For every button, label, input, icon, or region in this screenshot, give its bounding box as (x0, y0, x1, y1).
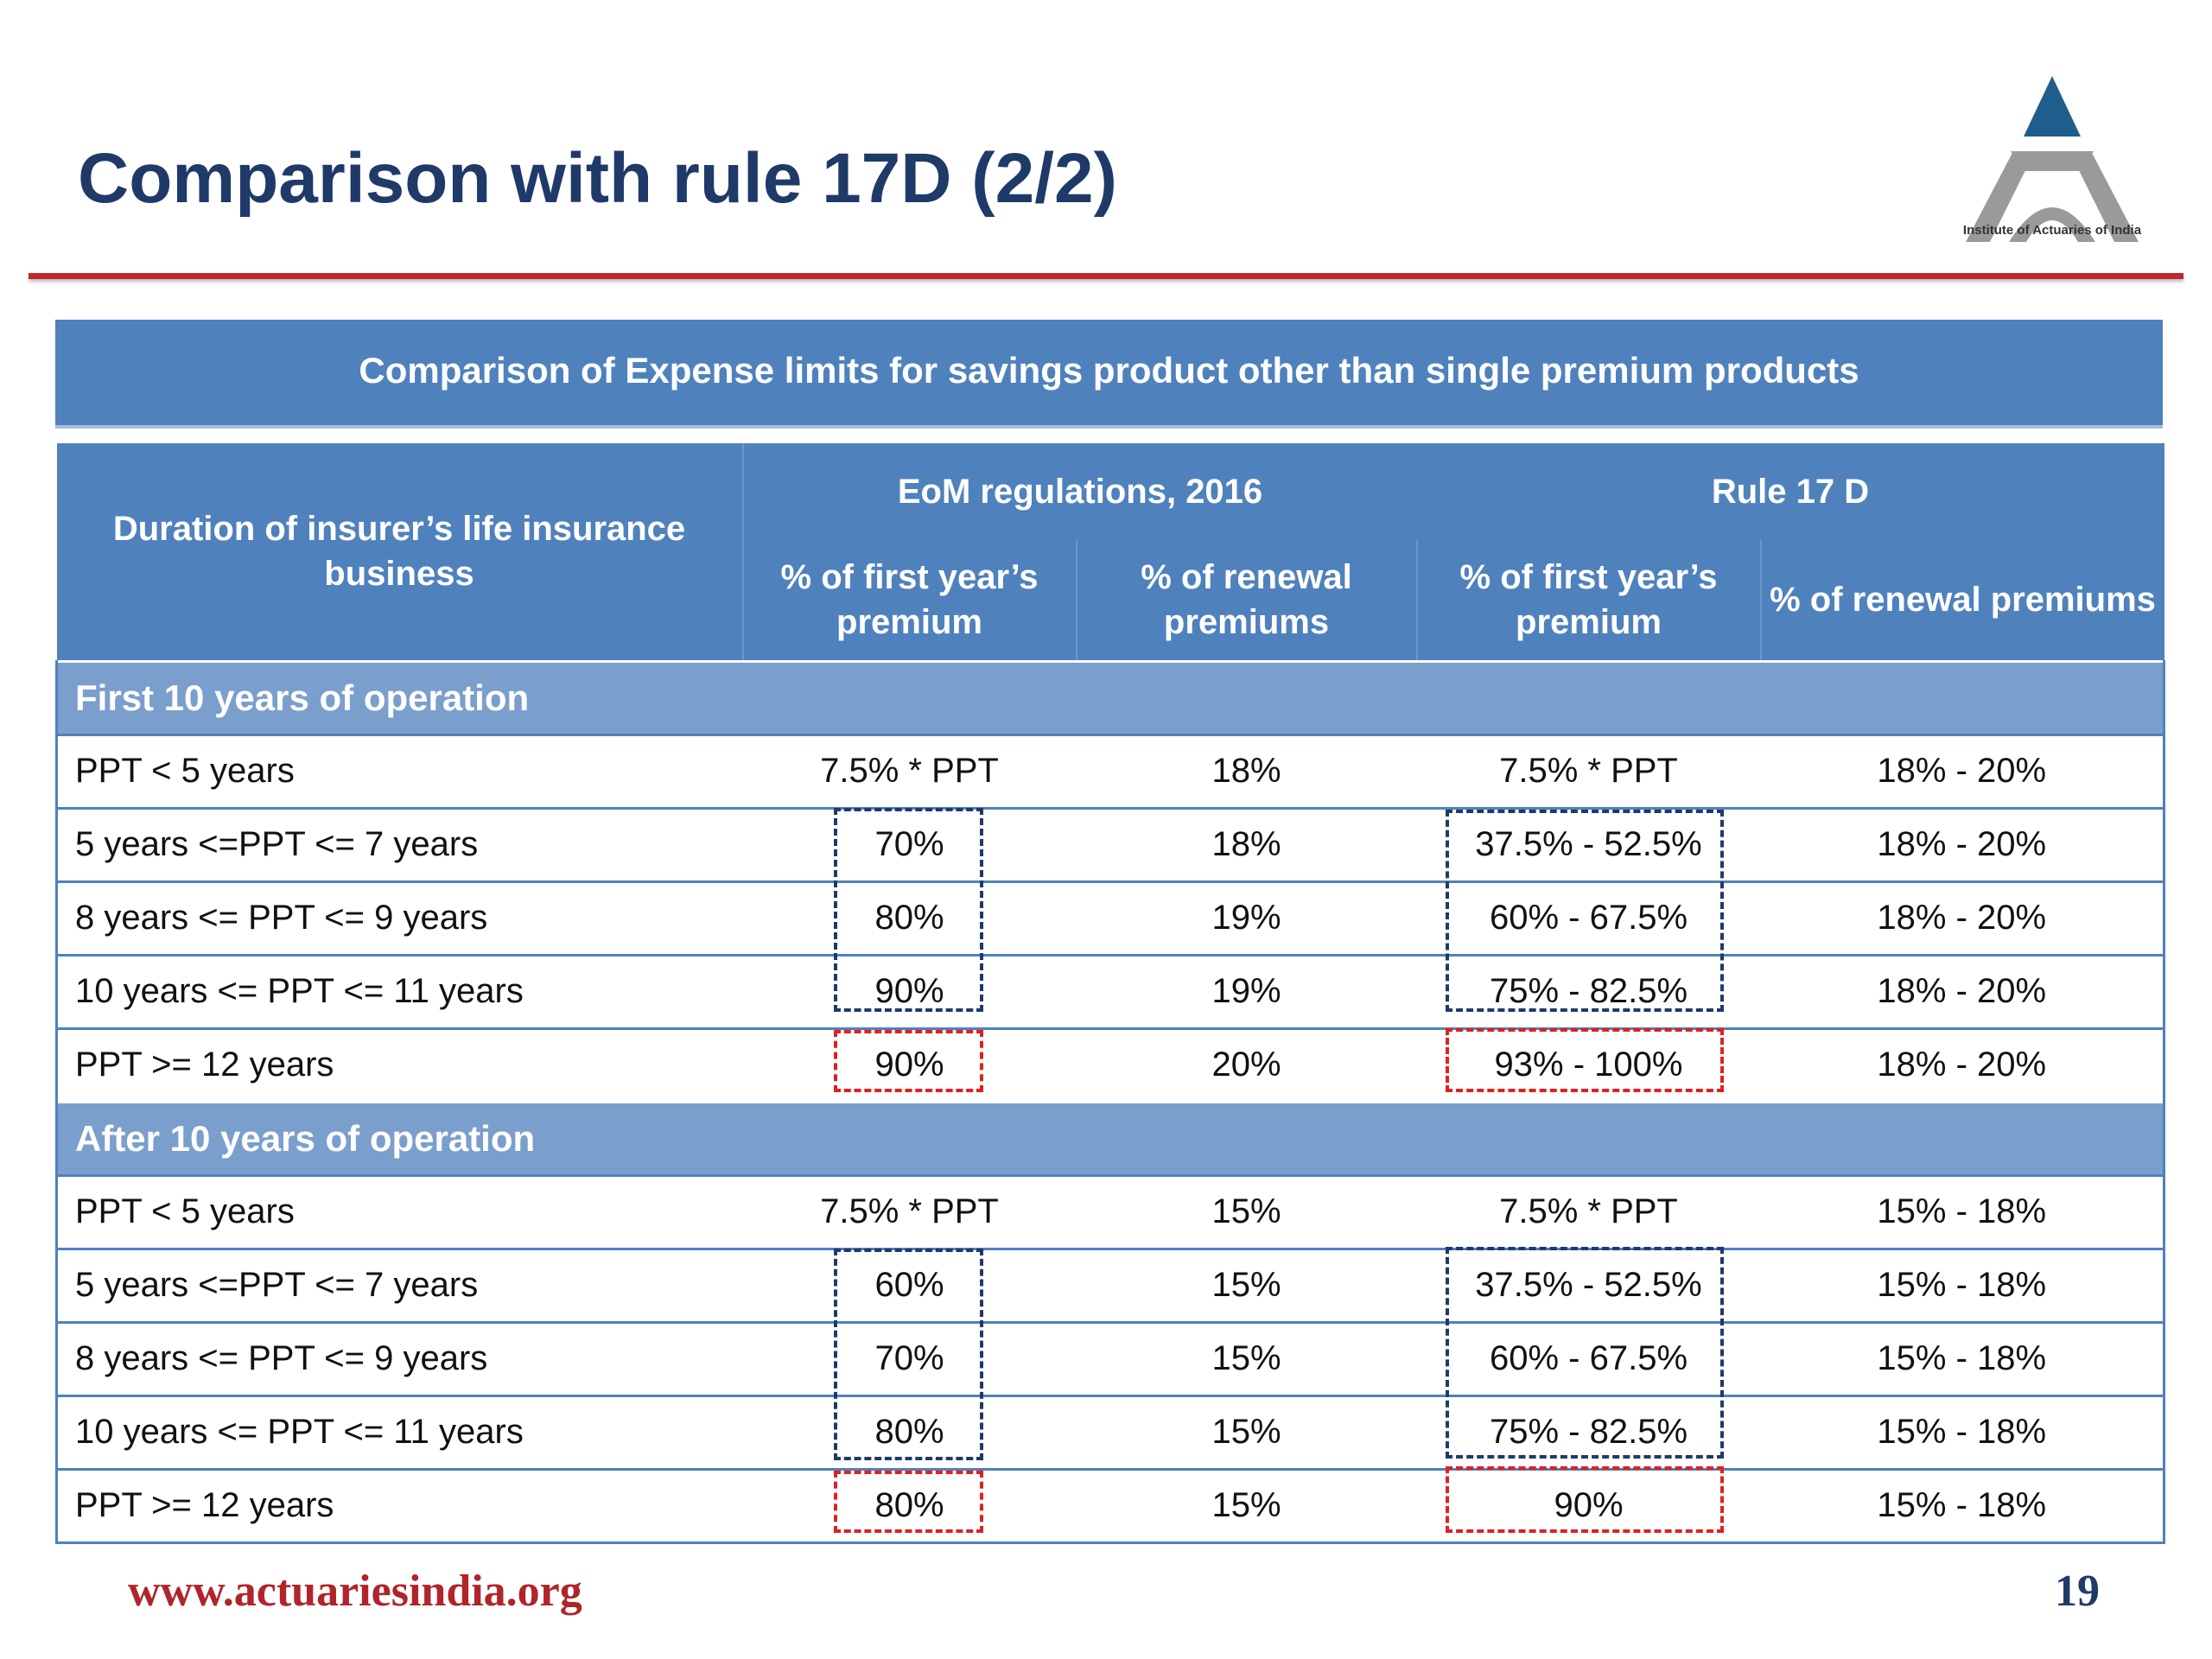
rule-renewal-cell: 18% - 20% (1760, 953, 2166, 1028)
title-divider (29, 273, 2183, 279)
rule-renewal-cell: 15% - 18% (1760, 1247, 2166, 1322)
rule-first-year-cell: 93% - 100% (1416, 1027, 1761, 1102)
table-row: PPT < 5 years 7.5% * PPT 18% 7.5% * PPT … (55, 733, 2166, 808)
duration-cell: 8 years <= PPT <= 9 years (55, 1320, 743, 1395)
table-row: 5 years <=PPT <= 7 years 60% 15% 37.5% -… (55, 1247, 2166, 1322)
eom-first-year-cell: 7.5% * PPT (742, 733, 1077, 808)
table-row: 8 years <= PPT <= 9 years 70% 15% 60% - … (55, 1320, 2166, 1395)
eom-renewal-header: % of renewal premiums (1075, 540, 1417, 661)
duration-cell: PPT >= 12 years (55, 1027, 743, 1102)
rule-renewal-cell: 15% - 18% (1760, 1173, 2166, 1249)
eom-first-year-cell: 60% (742, 1247, 1077, 1322)
duration-cell: PPT < 5 years (55, 1173, 743, 1249)
table-row: 10 years <= PPT <= 11 years 80% 15% 75% … (55, 1394, 2166, 1469)
page-number: 19 (2055, 1567, 2100, 1616)
eom-renewal-cell: 20% (1076, 1027, 1417, 1102)
rule-renewal-cell: 15% - 18% (1760, 1467, 2166, 1544)
eom-renewal-cell: 15% (1076, 1320, 1417, 1395)
rule-first-year-header: % of first year’s premium (1415, 540, 1761, 661)
eom-renewal-cell: 19% (1076, 953, 1417, 1028)
eom-first-year-cell: 80% (742, 1394, 1077, 1469)
eom-renewal-cell: 15% (1076, 1394, 1417, 1469)
eom-first-year-cell: 80% (742, 880, 1077, 955)
eom-renewal-cell: 15% (1076, 1173, 1417, 1249)
table-row: 10 years <= PPT <= 11 years 90% 19% 75% … (55, 953, 2166, 1028)
rule-first-year-cell: 7.5% * PPT (1416, 733, 1761, 808)
eom-first-year-cell: 90% (742, 1027, 1077, 1102)
rule-first-year-cell: 37.5% - 52.5% (1416, 1247, 1761, 1322)
eom-first-year-cell: 70% (742, 1320, 1077, 1395)
institute-logo-icon (1966, 76, 2139, 242)
duration-cell: PPT < 5 years (55, 733, 743, 808)
rule-renewal-header: % of renewal premiums (1759, 540, 2164, 661)
duration-cell: 10 years <= PPT <= 11 years (55, 953, 743, 1028)
rule-renewal-cell: 18% - 20% (1760, 806, 2166, 881)
section-first-10-years: First 10 years of operation (54, 659, 2166, 734)
eom-first-year-cell: 80% (742, 1467, 1077, 1544)
rule-renewal-cell: 15% - 18% (1760, 1320, 2166, 1395)
duration-cell: 5 years <=PPT <= 7 years (55, 1247, 743, 1322)
table-row: 5 years <=PPT <= 7 years 70% 18% 37.5% -… (55, 806, 2166, 881)
duration-cell: 8 years <= PPT <= 9 years (55, 880, 743, 955)
rule-renewal-cell: 15% - 18% (1760, 1394, 2166, 1469)
section-after-10-years: After 10 years of operation (54, 1100, 2166, 1175)
logo-caption: Institute of Actuaries of India (1962, 223, 2142, 238)
rule-renewal-cell: 18% - 20% (1760, 1027, 2166, 1102)
table-row: PPT < 5 years 7.5% * PPT 15% 7.5% * PPT … (55, 1173, 2166, 1249)
table-caption: Comparison of Expense limits for savings… (55, 320, 2163, 429)
rule-first-year-cell: 37.5% - 52.5% (1416, 806, 1761, 881)
duration-cell: 5 years <=PPT <= 7 years (55, 806, 743, 881)
rule-first-year-cell: 90% (1416, 1467, 1761, 1544)
rule-renewal-cell: 18% - 20% (1760, 733, 2166, 808)
eom-renewal-cell: 18% (1076, 806, 1417, 881)
eom-renewal-cell: 15% (1076, 1247, 1417, 1322)
duration-cell: 10 years <= PPT <= 11 years (55, 1394, 743, 1469)
rule-first-year-cell: 75% - 82.5% (1416, 953, 1761, 1028)
rule-renewal-cell: 18% - 20% (1760, 880, 2166, 955)
eom-first-year-cell: 7.5% * PPT (742, 1173, 1077, 1249)
duration-cell: PPT >= 12 years (55, 1467, 743, 1544)
eom-renewal-cell: 18% (1076, 733, 1417, 808)
eom-renewal-cell: 19% (1076, 880, 1417, 955)
eom-first-year-header: % of first year’s premium (741, 540, 1077, 661)
eom-first-year-cell: 70% (742, 806, 1077, 881)
website-link[interactable]: www.actuariesindia.org (128, 1567, 582, 1616)
table-row: PPT >= 12 years 80% 15% 90% 15% - 18% (55, 1467, 2166, 1544)
eom-regulations-header: EoM regulations, 2016 (741, 443, 1417, 540)
table-row: PPT >= 12 years 90% 20% 93% - 100% 18% -… (55, 1027, 2166, 1102)
rule-first-year-cell: 75% - 82.5% (1416, 1394, 1761, 1469)
eom-renewal-cell: 15% (1076, 1467, 1417, 1544)
rule-first-year-cell: 60% - 67.5% (1416, 1320, 1761, 1395)
rule-17d-header: Rule 17 D (1416, 443, 2164, 540)
expense-limits-table: Duration of insurer’s life insurance bus… (54, 443, 2166, 1544)
table-row: 8 years <= PPT <= 9 years 80% 19% 60% - … (55, 880, 2166, 955)
rule-first-year-cell: 60% - 67.5% (1416, 880, 1761, 955)
duration-header: Duration of insurer’s life insurance bus… (56, 443, 743, 661)
rule-first-year-cell: 7.5% * PPT (1416, 1173, 1761, 1249)
eom-first-year-cell: 90% (742, 953, 1077, 1028)
slide-title: Comparison with rule 17D (2/2) (78, 139, 1117, 218)
